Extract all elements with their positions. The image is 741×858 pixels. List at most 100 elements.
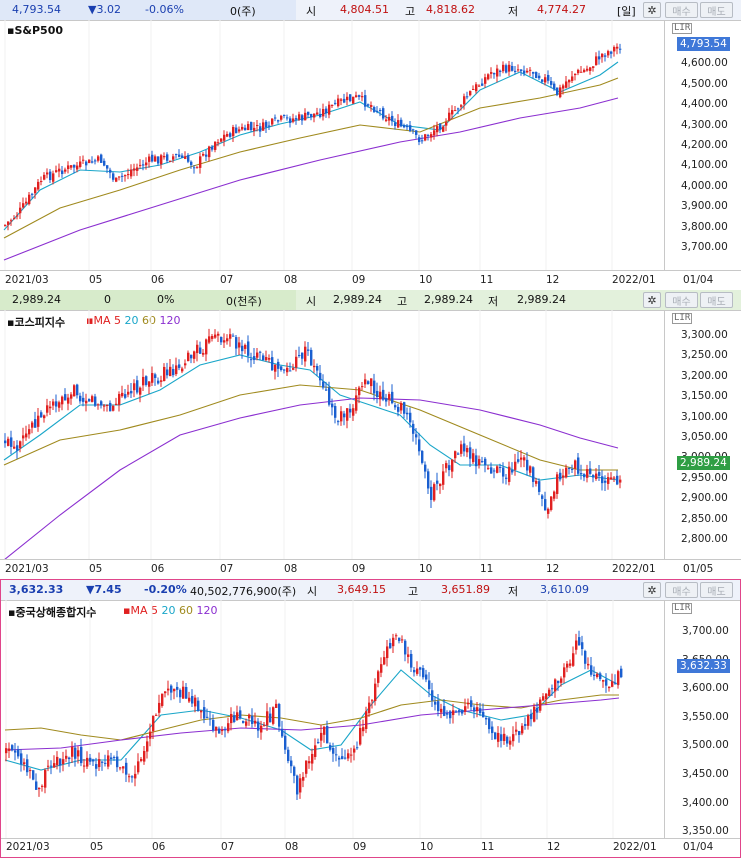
candle-body <box>535 480 538 484</box>
candle-body <box>146 741 149 752</box>
shanghai-scale-toggle[interactable]: LIR <box>672 603 693 614</box>
candle-body <box>91 161 94 163</box>
candle-body <box>97 404 100 406</box>
candle-body <box>143 750 146 762</box>
shanghai-ma-legend: ▪MA 5 20 60 120 <box>123 604 218 617</box>
candle-body <box>166 154 169 161</box>
candle-body <box>520 457 523 460</box>
candle-body <box>287 749 290 762</box>
candle-body <box>544 77 547 83</box>
candle-body <box>499 466 502 468</box>
candle-body <box>607 51 610 56</box>
candle-body <box>50 765 53 767</box>
shanghai-low-label: 저 <box>508 585 519 598</box>
candle-body <box>122 766 125 769</box>
sp500-chart[interactable] <box>0 20 664 270</box>
candle-body <box>214 141 217 150</box>
sp500-scale-toggle[interactable]: LIR <box>672 23 693 34</box>
candle-body <box>199 347 202 354</box>
shanghai-panel[interactable]: 3,632.33 ▼7.45 -0.20% 40,502,776,900(주) … <box>0 579 741 858</box>
candle-body <box>278 704 281 727</box>
sp500-buy-button[interactable]: 매수 <box>665 2 698 18</box>
candle-body <box>131 776 134 778</box>
candle-body <box>250 122 253 130</box>
kospi-panel[interactable]: 2,989.24 0 0% 0(천주) 시 2,989.24 고 2,989.2… <box>0 290 741 579</box>
candle-body <box>301 352 304 359</box>
candle-body <box>511 469 514 473</box>
kospi-buy-button[interactable]: 매수 <box>665 292 698 308</box>
gear-icon: ✲ <box>647 583 657 597</box>
candle-body <box>208 146 211 158</box>
candle-body <box>208 336 211 343</box>
candle-body <box>589 468 592 474</box>
candle-body <box>172 156 175 160</box>
ma60-line <box>4 694 619 741</box>
candle-body <box>61 170 64 175</box>
shanghai-chart[interactable] <box>1 600 663 838</box>
y-axis-tick: 4,500.00 <box>681 77 728 90</box>
candle-body <box>220 337 223 343</box>
y-axis-tick: 4,600.00 <box>681 57 728 70</box>
y-axis-tick: 3,300.00 <box>681 329 728 341</box>
candle-body <box>592 475 595 478</box>
kospi-sell-button[interactable]: 매도 <box>700 292 733 308</box>
shanghai-buy-button[interactable]: 매수 <box>665 582 698 598</box>
candle-body <box>193 167 196 169</box>
candle-body <box>226 338 229 342</box>
candle-body <box>460 444 463 454</box>
candle-body <box>409 412 412 423</box>
candle-body <box>88 159 91 164</box>
kospi-scale-toggle[interactable]: LIR <box>672 313 693 324</box>
kospi-settings-button[interactable]: ✲ <box>643 292 661 308</box>
kospi-chart[interactable] <box>0 310 664 559</box>
candle-body <box>304 346 307 362</box>
candle-body <box>58 402 61 408</box>
x-axis-tick: 2022/01 <box>613 841 657 853</box>
candle-body <box>211 335 214 339</box>
candle-body <box>373 380 376 394</box>
candle-body <box>73 385 76 397</box>
candle-body <box>160 155 163 165</box>
candle-body <box>241 345 244 352</box>
candle-body <box>295 356 298 368</box>
candle-body <box>152 715 155 732</box>
candle-body <box>187 155 190 162</box>
candle-body <box>307 349 310 351</box>
candle-body <box>310 349 313 366</box>
candle-body <box>544 499 547 511</box>
candle-body <box>194 697 197 707</box>
candle-body <box>238 129 241 132</box>
sp500-settings-button[interactable]: ✲ <box>643 2 661 18</box>
candle-body <box>280 366 283 371</box>
candle-body <box>73 164 76 168</box>
shanghai-high: 3,651.89 <box>441 583 490 596</box>
candle-body <box>535 72 538 79</box>
candle-body <box>506 736 509 744</box>
sp500-period[interactable]: [일] <box>617 5 636 18</box>
candle-body <box>290 760 293 767</box>
candle-body <box>200 710 203 713</box>
candle-body <box>340 411 343 422</box>
candle-body <box>31 193 34 195</box>
candle-body <box>319 113 322 117</box>
candle-body <box>523 70 526 74</box>
shanghai-sell-button[interactable]: 매도 <box>700 582 733 598</box>
sp500-sell-button[interactable]: 매도 <box>700 2 733 18</box>
candle-body <box>344 757 347 759</box>
candle-body <box>115 403 118 406</box>
candle-body <box>577 457 580 474</box>
shanghai-last-price-tag: 3,632.33 <box>677 659 730 673</box>
candle-body <box>220 138 223 142</box>
candle-body <box>416 668 419 674</box>
x-axis-tick: 12 <box>547 841 561 853</box>
shanghai-settings-button[interactable]: ✲ <box>643 582 661 598</box>
candle-body <box>212 719 215 731</box>
candle-body <box>209 718 212 720</box>
sp500-panel[interactable]: 4,793.54 ▼3.02 -0.06% 0(주) 시 4,804.51 고 … <box>0 0 741 290</box>
candle-body <box>346 96 349 101</box>
candle-body <box>298 354 301 356</box>
candle-body <box>202 352 205 355</box>
candle-body <box>415 130 418 135</box>
candle-body <box>76 384 79 396</box>
candle-body <box>316 366 319 371</box>
